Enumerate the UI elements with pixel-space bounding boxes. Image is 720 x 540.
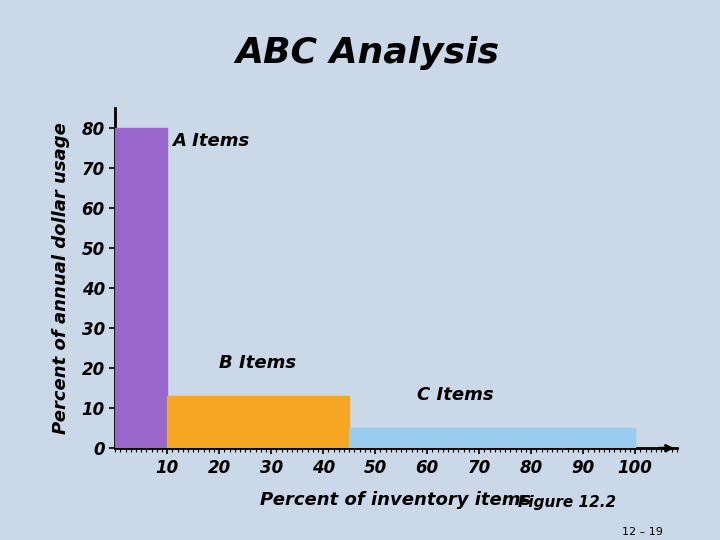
Text: 12 – 19: 12 – 19 [621,527,662,537]
Text: Figure 12.2: Figure 12.2 [518,495,616,510]
Text: A Items: A Items [172,132,250,150]
Text: C Items: C Items [417,386,493,404]
Y-axis label: Percent of annual dollar usage: Percent of annual dollar usage [53,122,71,434]
Bar [115,128,167,448]
Bar [167,396,349,448]
Bar [349,428,635,448]
Text: B Items: B Items [219,354,297,372]
X-axis label: Percent of inventory items: Percent of inventory items [261,490,531,509]
Text: ABC Analysis: ABC Analysis [235,36,499,70]
